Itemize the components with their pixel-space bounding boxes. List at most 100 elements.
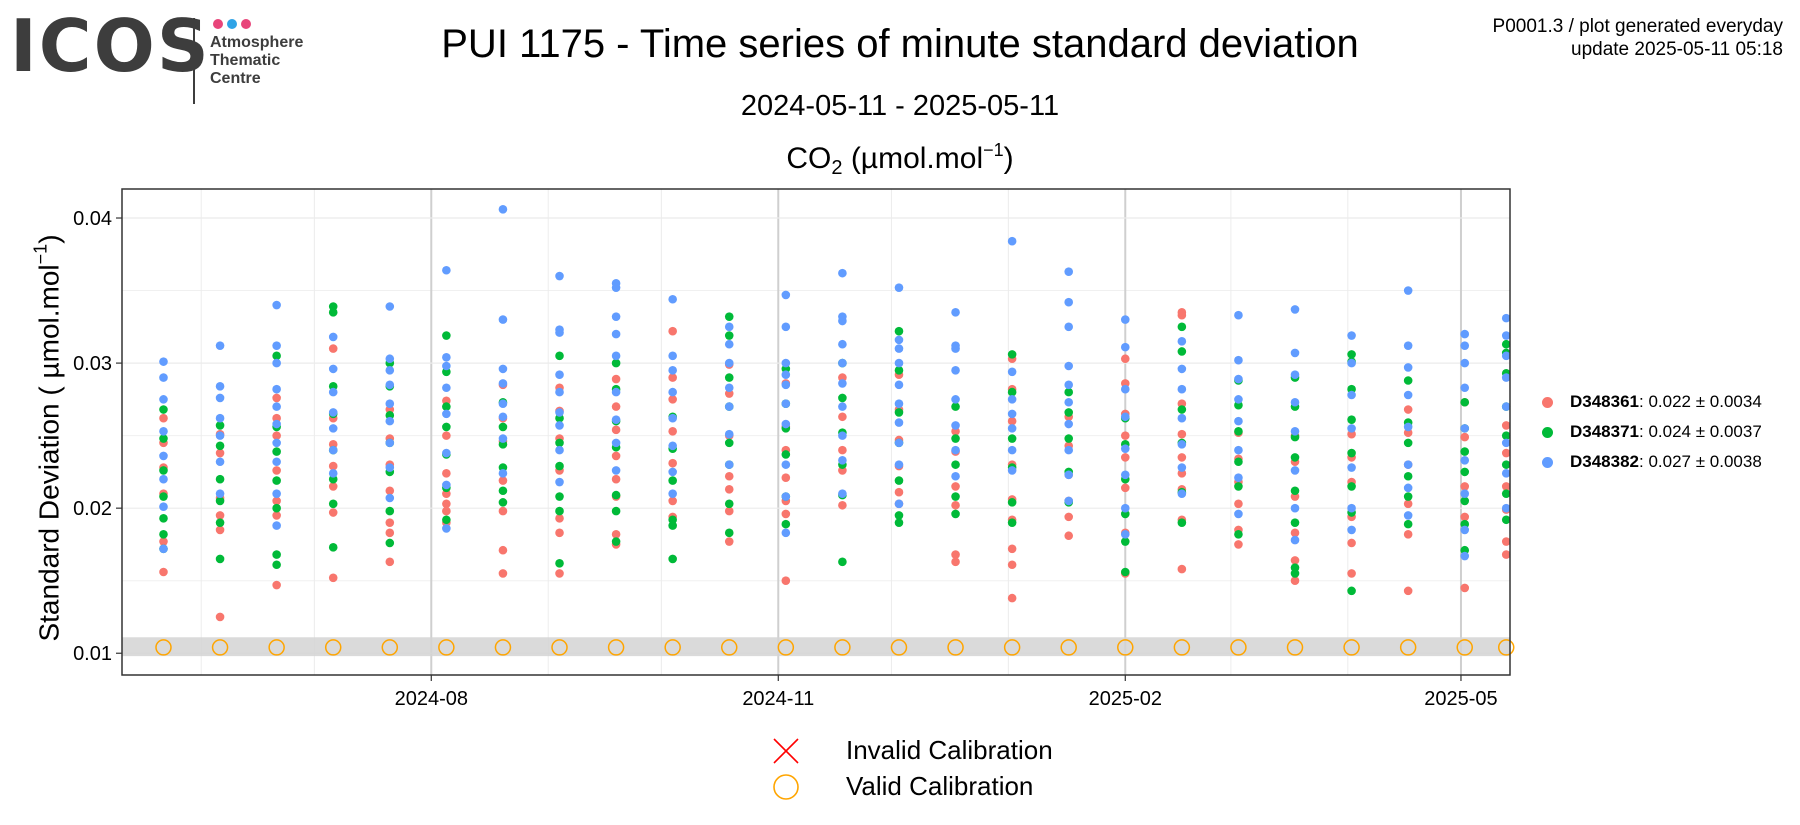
valid-calibration-marker <box>1230 639 1247 656</box>
data-point-D348361 <box>1403 586 1413 596</box>
data-point-D348382 <box>1234 509 1243 519</box>
data-point-D348361 <box>159 537 168 546</box>
data-point-D348382 <box>894 499 904 509</box>
data-point-D348361 <box>894 487 904 497</box>
data-point-D348382 <box>668 387 677 397</box>
data-point-D348382 <box>159 451 168 461</box>
data-point-D348382 <box>838 402 847 411</box>
data-point-D348382 <box>498 469 508 478</box>
data-point-D348382 <box>781 290 791 300</box>
data-point-D348361 <box>1177 308 1187 317</box>
circle-icon <box>773 774 799 800</box>
icos-logo: ICOS Atmosphere Thematic Centre <box>10 10 330 104</box>
data-point-D348382 <box>385 493 395 503</box>
data-point-D348361 <box>1403 499 1413 509</box>
data-point-D348382 <box>272 300 281 310</box>
y-tick-label: 0.02 <box>73 498 112 520</box>
valid-calibration-marker <box>607 639 625 656</box>
data-point-D348382 <box>1460 424 1470 433</box>
data-point-D348382 <box>555 325 564 335</box>
data-point-D348382 <box>1347 424 1356 433</box>
data-point-D348371 <box>555 492 564 501</box>
data-point-D348371 <box>611 537 621 546</box>
data-point-D348382 <box>215 413 225 423</box>
calibration-markers <box>155 639 1515 656</box>
data-point-D348382 <box>1177 413 1187 423</box>
data-point-D348382 <box>1460 489 1470 498</box>
data-point-D348361 <box>951 550 960 559</box>
data-point-D348382 <box>1460 455 1470 465</box>
data-point-D348382 <box>1403 341 1413 350</box>
data-point-D348371 <box>1234 426 1243 436</box>
data-point-D348382 <box>385 366 395 375</box>
data-point-D348371 <box>1290 518 1300 527</box>
legend-label: D348382: 0.027 ± 0.0038 <box>1570 452 1762 472</box>
data-point-D348382 <box>442 524 451 533</box>
data-point-D348371 <box>1347 482 1356 491</box>
data-point-D348371 <box>951 434 960 443</box>
data-point-D348371 <box>894 408 904 417</box>
data-point-D348382 <box>555 477 564 487</box>
data-point-D348371 <box>1064 408 1074 417</box>
data-point-D348371 <box>951 402 960 411</box>
data-point-D348382 <box>1403 511 1413 520</box>
data-point-D348371 <box>894 518 904 527</box>
data-point-D348382 <box>159 474 168 484</box>
data-point-D348382 <box>385 416 395 426</box>
y-tick-label: 0.03 <box>73 353 112 375</box>
data-point-D348361 <box>159 567 168 577</box>
data-point-D348361 <box>1234 499 1243 509</box>
data-point-D348382 <box>385 380 395 390</box>
data-point-D348382 <box>668 467 677 477</box>
data-point-D348361 <box>328 573 338 583</box>
data-point-D348382 <box>1347 525 1356 535</box>
data-point-D348382 <box>1290 466 1300 475</box>
data-point-D348382 <box>724 429 734 439</box>
data-point-D348382 <box>1064 470 1074 480</box>
data-point-D348371 <box>215 421 225 430</box>
data-point-D348382 <box>272 384 281 394</box>
data-point-D348361 <box>1347 538 1356 548</box>
valid-calibration-marker <box>947 639 964 656</box>
data-point-D348371 <box>159 492 168 501</box>
data-point-D348371 <box>1064 387 1074 397</box>
data-point-D348382 <box>1290 370 1300 379</box>
data-point-D348371 <box>668 554 677 564</box>
data-point-D348382 <box>1007 236 1017 246</box>
data-point-D348361 <box>1007 416 1017 426</box>
legend-series-name: D348371 <box>1570 422 1640 441</box>
valid-calibration-marker <box>1456 639 1473 656</box>
data-point-D348382 <box>1403 390 1413 400</box>
logo-divider <box>193 18 195 104</box>
logo-line: Centre <box>210 70 261 87</box>
data-point-D348382 <box>442 409 451 419</box>
data-point-D348371 <box>1007 434 1017 443</box>
reference-band <box>122 637 1510 657</box>
data-point-D348361 <box>1460 583 1470 593</box>
data-point-D348371 <box>1347 586 1356 596</box>
data-point-D348382 <box>1234 416 1243 426</box>
data-point-D348361 <box>1290 576 1300 586</box>
data-point-D348382 <box>385 354 395 364</box>
data-point-D348361 <box>611 474 621 484</box>
data-point-D348382 <box>668 294 677 304</box>
data-point-D348382 <box>555 271 564 281</box>
data-point-D348361 <box>328 482 338 491</box>
data-point-D348371 <box>611 490 621 500</box>
data-point-D348382 <box>555 408 564 417</box>
data-point-D348382 <box>838 339 847 349</box>
data-point-D348361 <box>498 569 508 578</box>
valid-calibration-marker <box>494 639 512 656</box>
data-point-D348361 <box>838 500 847 510</box>
data-point-D348382 <box>1007 395 1017 404</box>
data-point-D348382 <box>272 438 281 448</box>
data-point-D348382 <box>328 445 338 455</box>
data-point-D348382 <box>159 502 168 512</box>
data-point-D348382 <box>215 382 225 391</box>
data-point-D348382 <box>1177 463 1187 472</box>
data-point-D348361 <box>1347 569 1356 578</box>
data-point-D348382 <box>1403 422 1413 432</box>
data-point-D348382 <box>668 413 677 423</box>
legend-series-stats: : 0.027 ± 0.0038 <box>1639 452 1762 471</box>
data-point-D348361 <box>442 469 451 478</box>
